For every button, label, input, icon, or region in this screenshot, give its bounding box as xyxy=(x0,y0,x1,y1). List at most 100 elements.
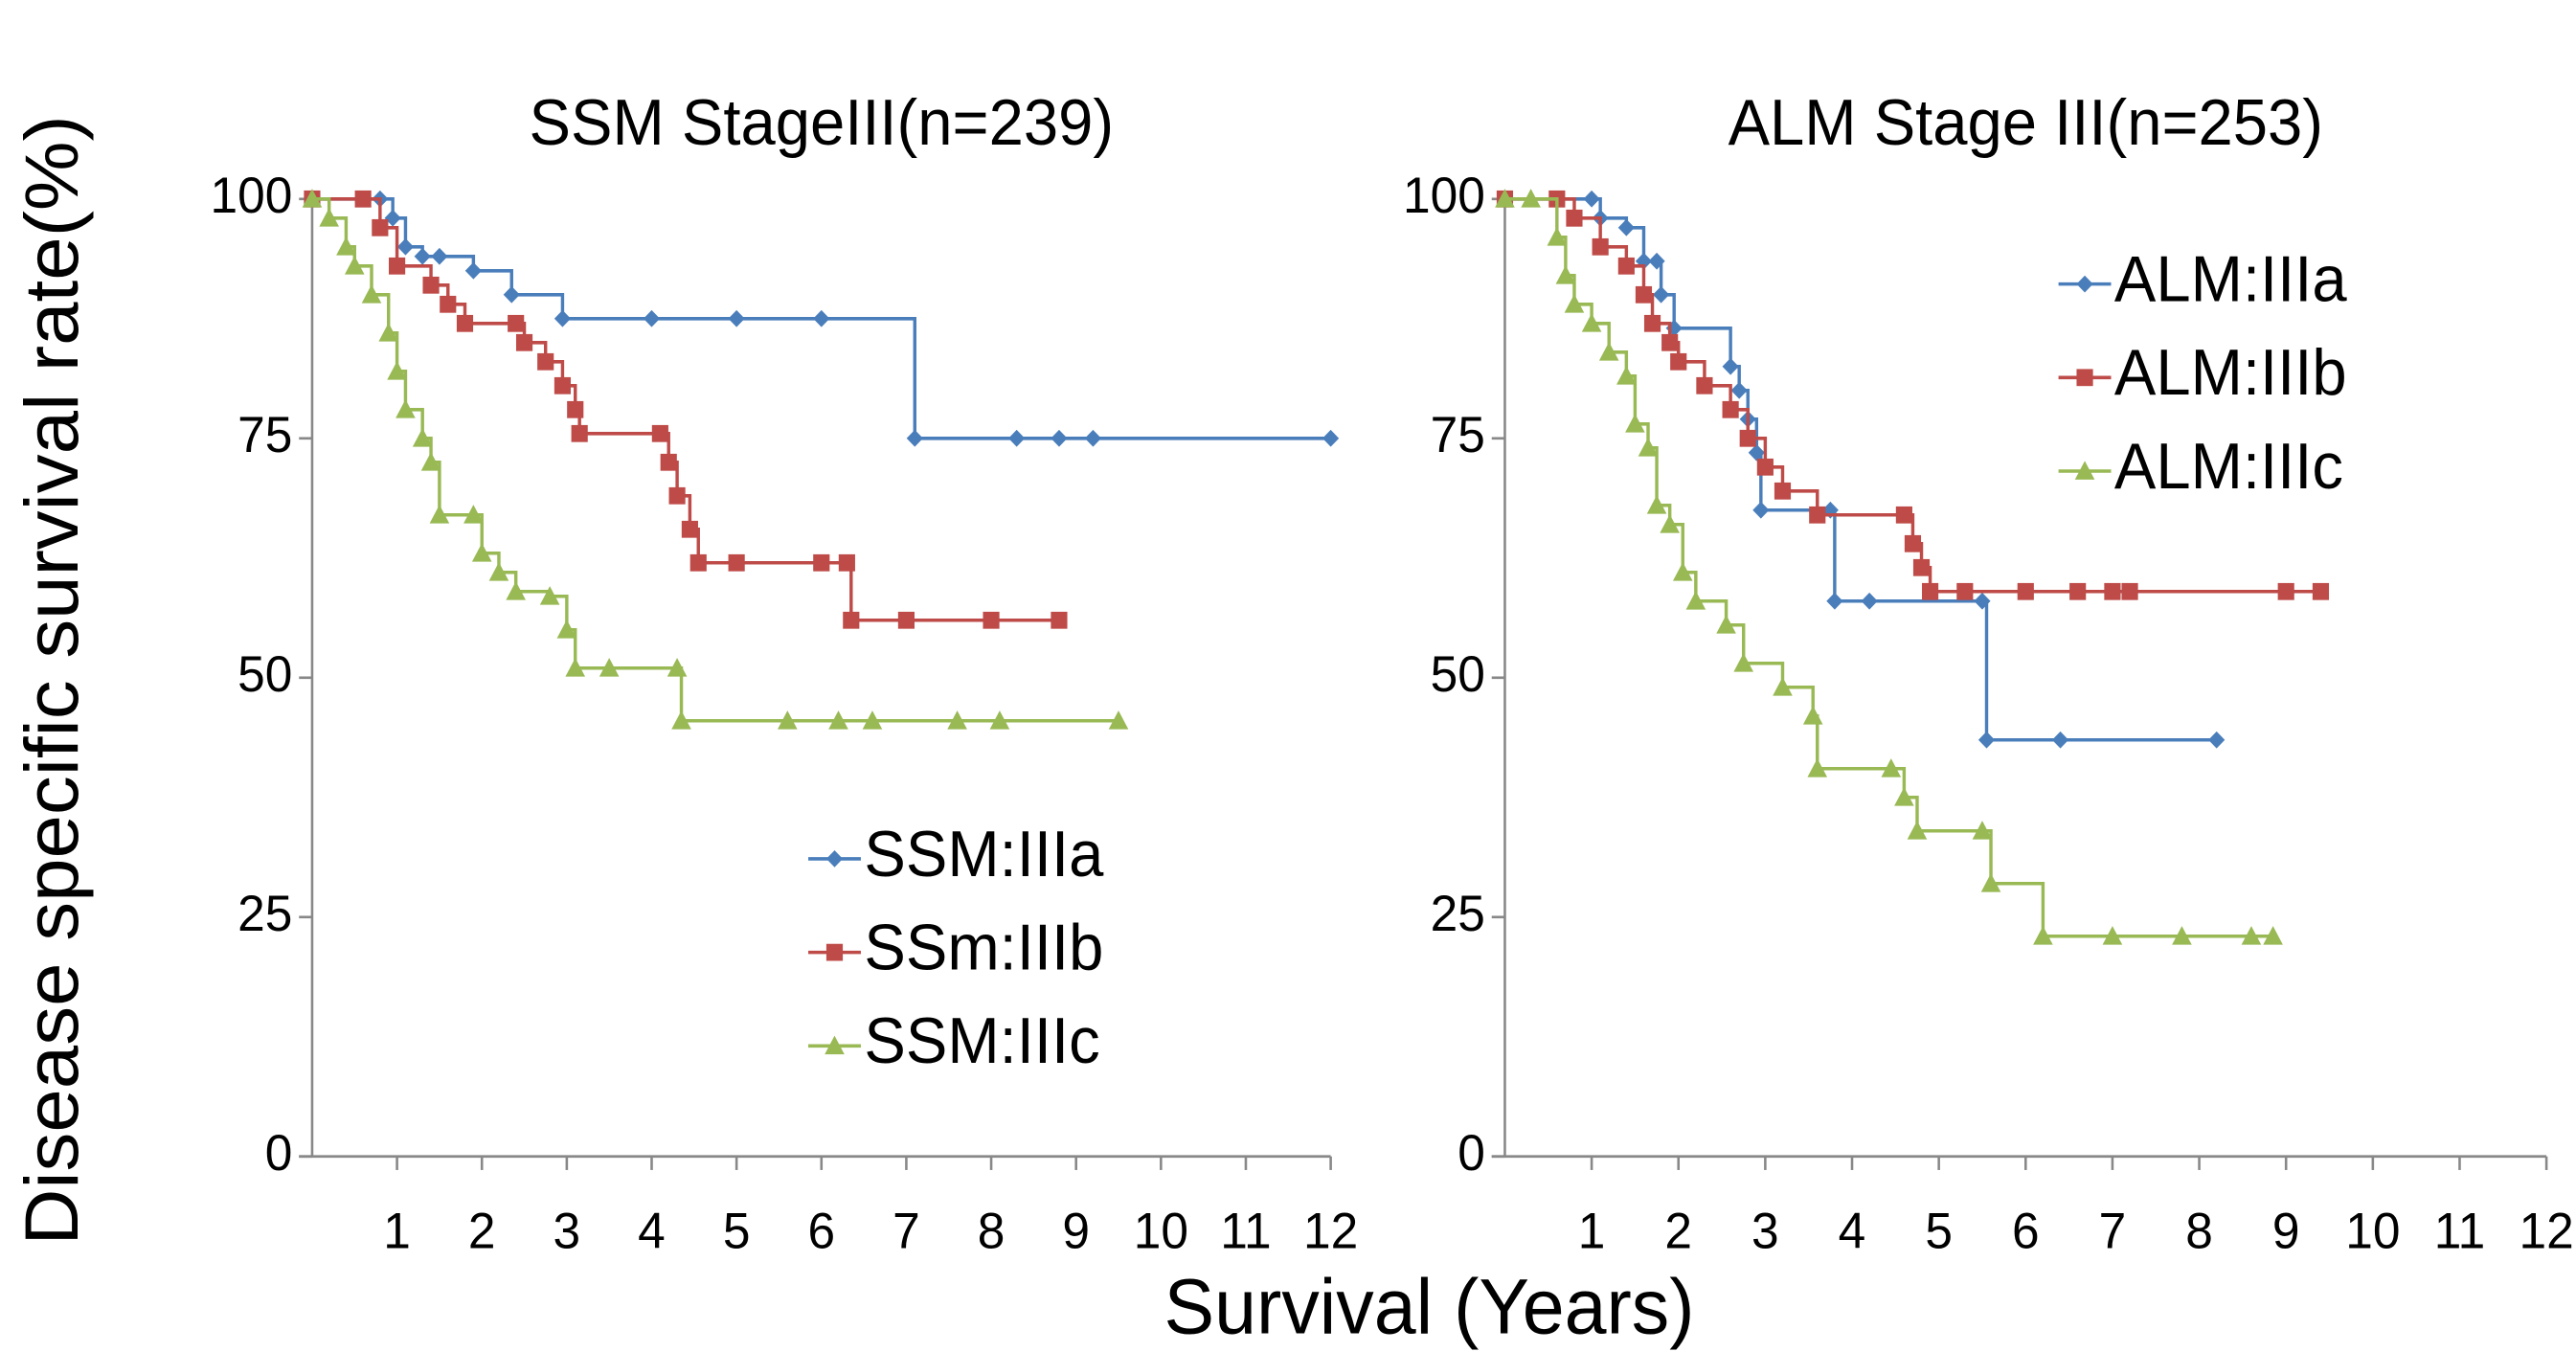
marker xyxy=(378,323,399,342)
y-tick-label: 75 xyxy=(237,407,292,463)
marker xyxy=(843,611,860,629)
x-tick-label: 2 xyxy=(468,1204,496,1260)
marker xyxy=(1922,582,1939,600)
marker xyxy=(412,428,433,447)
marker xyxy=(361,284,382,304)
y-tick-label: 75 xyxy=(1431,407,1485,463)
marker xyxy=(1722,357,1739,375)
x-tick-label: 10 xyxy=(1134,1204,1188,1260)
marker xyxy=(1521,189,1541,208)
marker xyxy=(1802,706,1823,725)
marker xyxy=(554,376,572,394)
marker xyxy=(1672,562,1693,581)
marker xyxy=(2033,926,2053,945)
marker xyxy=(565,658,586,677)
marker xyxy=(689,553,707,572)
x-tick-label: 5 xyxy=(723,1204,751,1260)
marker xyxy=(828,710,848,730)
marker xyxy=(1646,495,1667,514)
x-tick-label: 2 xyxy=(1664,1204,1692,1260)
marker xyxy=(2076,275,2093,293)
marker xyxy=(2074,461,2095,480)
marker xyxy=(728,553,745,572)
marker xyxy=(1773,677,1793,696)
marker xyxy=(508,314,525,332)
x-tick-label: 6 xyxy=(2012,1204,2040,1260)
marker xyxy=(1598,342,1619,361)
x-tick-label: 5 xyxy=(1925,1204,1953,1260)
marker xyxy=(1008,429,1026,447)
marker xyxy=(537,352,554,371)
marker xyxy=(651,424,668,442)
marker xyxy=(354,190,372,208)
marker xyxy=(1974,592,1991,610)
marker xyxy=(1660,514,1680,533)
marker xyxy=(1661,333,1679,351)
marker xyxy=(2172,926,2192,945)
marker xyxy=(389,257,406,275)
marker xyxy=(1904,534,1922,552)
x-tick-label: 4 xyxy=(638,1204,666,1260)
marker xyxy=(2102,926,2123,945)
y-tick-label: 0 xyxy=(265,1125,293,1182)
x-tick-label: 11 xyxy=(2434,1204,2485,1260)
marker xyxy=(825,1035,845,1055)
marker xyxy=(2104,582,2121,600)
y-tick-label: 25 xyxy=(1431,886,1485,942)
marker xyxy=(1616,366,1637,385)
y-tick-label: 100 xyxy=(1403,168,1485,224)
marker xyxy=(1696,376,1713,394)
y-axis-title: Disease specific survival rate(%) xyxy=(10,115,94,1245)
marker xyxy=(1907,821,1928,840)
marker xyxy=(838,553,855,572)
marker xyxy=(947,710,967,730)
marker xyxy=(667,658,688,677)
marker xyxy=(671,710,691,730)
chart-title: SSM StageIII(n=239) xyxy=(530,87,1115,159)
marker xyxy=(1617,218,1635,237)
marker xyxy=(440,295,457,313)
marker xyxy=(1643,314,1661,332)
marker xyxy=(1051,429,1068,447)
marker xyxy=(302,189,323,208)
marker xyxy=(456,314,474,332)
survival-line xyxy=(311,197,1059,622)
marker xyxy=(728,309,745,327)
marker xyxy=(1581,313,1602,332)
legend-label: ALM:IIIb xyxy=(2114,337,2347,409)
x-tick-label: 6 xyxy=(807,1204,835,1260)
x-tick-label: 10 xyxy=(2345,1204,2400,1260)
marker xyxy=(1555,265,1576,284)
marker xyxy=(862,710,883,730)
marker xyxy=(1912,558,1931,576)
marker xyxy=(319,208,339,227)
x-tick-label: 3 xyxy=(554,1204,581,1260)
marker xyxy=(1670,352,1687,371)
legend-label: SSm:IIIb xyxy=(864,912,1103,983)
marker xyxy=(2263,926,2283,945)
marker xyxy=(989,710,1010,730)
marker xyxy=(813,553,830,572)
marker xyxy=(1756,458,1774,476)
marker xyxy=(1625,414,1645,433)
marker xyxy=(414,247,431,265)
x-tick-label: 1 xyxy=(383,1204,411,1260)
marker xyxy=(1752,501,1770,519)
marker xyxy=(1638,438,1659,457)
marker xyxy=(420,452,441,471)
x-tick-label: 9 xyxy=(1062,1204,1090,1260)
marker xyxy=(463,505,484,524)
marker xyxy=(1861,592,1878,610)
marker xyxy=(503,285,520,304)
marker xyxy=(1685,591,1706,610)
marker xyxy=(906,429,923,447)
marker xyxy=(387,361,407,380)
marker xyxy=(1566,209,1583,227)
x-tick-label: 8 xyxy=(978,1204,1006,1260)
marker xyxy=(1826,592,1843,610)
marker xyxy=(1592,237,1609,256)
marker xyxy=(1322,429,1340,447)
x-tick-label: 11 xyxy=(1220,1204,1271,1260)
